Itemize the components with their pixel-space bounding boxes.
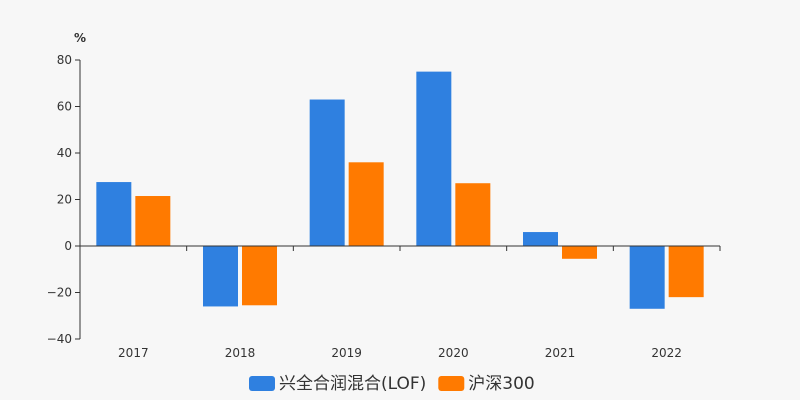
- legend: 兴全合润混合(LOF) 沪深300: [249, 374, 535, 394]
- bar-series-group: [96, 71, 704, 309]
- legend-swatch-2: [438, 376, 465, 391]
- y-tick-label: 60: [57, 100, 72, 114]
- x-tick-label: 2022: [651, 346, 682, 360]
- y-tick-label: −20: [47, 286, 72, 300]
- legend-label-2: 沪深300: [468, 374, 534, 394]
- x-tick-label: 2019: [331, 346, 362, 360]
- bar-series-2-2022: [668, 246, 704, 298]
- bar-series-1-2020: [416, 71, 452, 246]
- bar-series-2-2019: [348, 162, 384, 246]
- legend-label-1: 兴全合润混合(LOF): [279, 374, 426, 394]
- x-tick-label: 2021: [545, 346, 576, 360]
- bar-series-1-2017: [96, 182, 132, 246]
- legend-swatch-1: [249, 376, 275, 391]
- bar-series-1-2018: [203, 246, 238, 307]
- x-axis-ticks: 2017 2018 2019 2020 2021 2022: [79, 246, 721, 360]
- y-tick-label: −40: [47, 332, 72, 346]
- bar-series-2-2018: [242, 246, 277, 306]
- bar-series-1-2022: [629, 246, 665, 309]
- x-tick-label: 2017: [118, 346, 149, 360]
- y-tick-label: 0: [64, 239, 72, 253]
- bar-series-1-2019: [309, 99, 345, 247]
- y-tick-label: 80: [57, 53, 72, 67]
- y-tick-label: 20: [57, 193, 72, 207]
- y-axis-ticks: −40 −20 0 20 40 60 80: [47, 53, 80, 346]
- y-tick-label: 40: [57, 146, 72, 160]
- bar-series-2-2020: [455, 183, 491, 246]
- x-tick-label: 2018: [225, 346, 256, 360]
- y-unit-label: %: [74, 31, 86, 45]
- bar-series-2-2021: [562, 246, 597, 259]
- bar-series-1-2021: [523, 232, 558, 246]
- x-tick-label: 2020: [438, 346, 469, 360]
- bar-series-2-2017: [135, 196, 171, 246]
